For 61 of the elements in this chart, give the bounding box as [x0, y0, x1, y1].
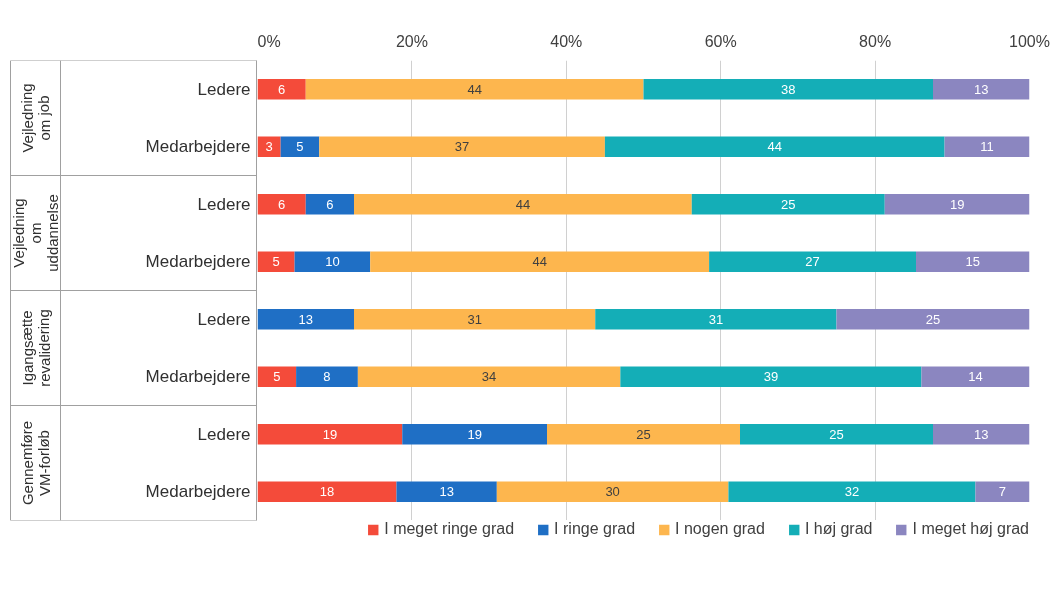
- text: Vejledning om uddannelse: [10, 194, 61, 272]
- data-label: 13: [439, 484, 454, 500]
- data-label: 34: [481, 369, 497, 385]
- data-label: 13: [974, 81, 989, 97]
- data-label: 6: [278, 196, 286, 212]
- data-label: 30: [605, 484, 620, 500]
- data-label: 10: [325, 254, 340, 270]
- text: Vejledning om job: [18, 83, 53, 153]
- y-tick-label: Ledere: [197, 424, 251, 444]
- data-label: 44: [767, 139, 782, 155]
- data-label: 5: [273, 369, 281, 385]
- data-label: 25: [636, 426, 651, 442]
- data-label: 14: [968, 369, 983, 385]
- data-label: 13: [298, 311, 313, 327]
- x-tick-label: 100%: [1009, 32, 1050, 50]
- data-label: 6: [278, 81, 286, 97]
- x-tick-label: 60%: [704, 32, 737, 50]
- x-tick-label: 20%: [395, 32, 428, 50]
- legend-label: I meget ringe grad: [384, 520, 515, 538]
- data-label: 25: [829, 426, 844, 442]
- data-label: 44: [467, 81, 482, 97]
- y-tick-label: Medarbejdere: [145, 137, 251, 157]
- data-label: 27: [805, 254, 820, 270]
- y-tick-label: Ledere: [197, 194, 251, 214]
- legend-label: I høj grad: [804, 520, 873, 538]
- x-tick-label: 80%: [859, 32, 892, 50]
- legend-label: I ringe grad: [554, 520, 636, 538]
- y-tick-label: Ledere: [197, 309, 251, 329]
- x-tick-label: 0%: [257, 32, 281, 50]
- data-label: 39: [763, 369, 779, 385]
- y-tick-label: Ledere: [197, 79, 251, 99]
- legend-label: I nogen grad: [675, 520, 765, 538]
- data-label: 11: [980, 139, 994, 155]
- data-label: 37: [454, 139, 470, 155]
- data-label: 15: [965, 254, 980, 270]
- data-label: 5: [296, 139, 304, 155]
- data-label: 6: [326, 196, 334, 212]
- y-tick-label: Medarbejdere: [145, 482, 251, 502]
- data-label: 3: [265, 139, 273, 155]
- data-label: 25: [781, 196, 796, 212]
- data-label: 44: [515, 196, 531, 212]
- data-label: 19: [467, 426, 482, 442]
- text: Igangsætte revalidering: [18, 309, 53, 387]
- y-tick-label: Medarbejdere: [145, 367, 251, 387]
- x-tick-label: 40%: [550, 32, 583, 50]
- data-label: 19: [949, 196, 965, 212]
- data-label: 38: [781, 81, 796, 97]
- data-label: 31: [467, 311, 482, 327]
- data-label: 31: [708, 311, 724, 327]
- data-label: 8: [323, 369, 331, 385]
- data-label: 32: [844, 484, 860, 500]
- data-label: 25: [925, 311, 941, 327]
- y-tick-label: Medarbejdere: [145, 252, 251, 272]
- data-label: 18: [319, 484, 335, 500]
- data-label: 5: [272, 254, 280, 270]
- data-label: 7: [998, 484, 1007, 500]
- data-label: 13: [974, 426, 989, 442]
- text: Gennemføre VM-forløb: [18, 420, 53, 506]
- data-label: 19: [322, 426, 338, 442]
- data-label: 44: [532, 254, 547, 270]
- legend-label: I meget høj grad: [912, 520, 1029, 538]
